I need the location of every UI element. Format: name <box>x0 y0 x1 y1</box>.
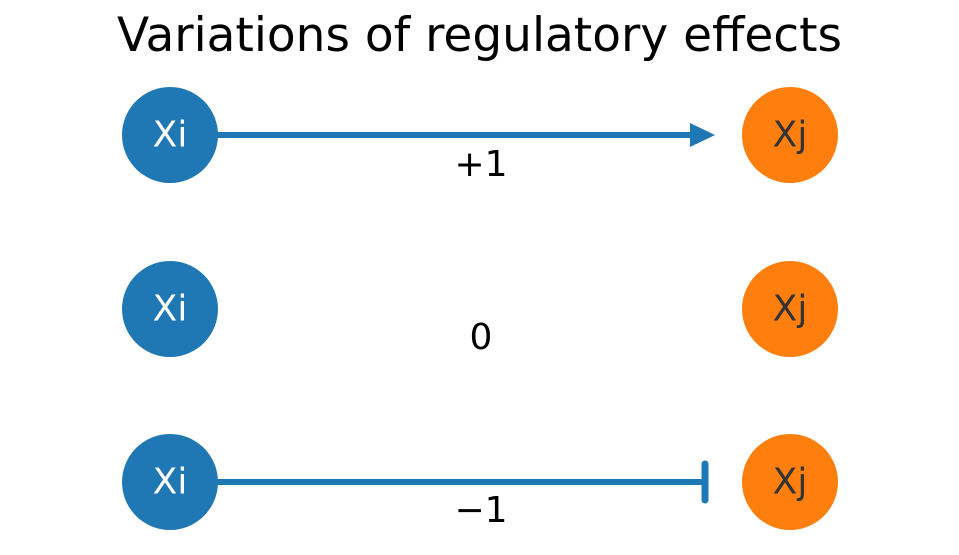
row-inhibition: Xi Xj −1 <box>122 434 838 531</box>
target-node <box>742 434 838 530</box>
source-node <box>122 87 218 183</box>
target-node <box>742 261 838 357</box>
source-node <box>122 434 218 530</box>
source-node-label: Xi <box>153 462 188 503</box>
diagram-title: Variations of regulatory effects <box>116 8 843 63</box>
effect-label-negative: −1 <box>454 490 507 531</box>
activation-arrowhead <box>690 123 715 147</box>
source-node <box>122 261 218 357</box>
source-node-label: Xi <box>153 115 188 156</box>
target-node-label: Xj <box>773 462 808 503</box>
effect-label-zero: 0 <box>470 317 493 358</box>
row-no-effect: Xi Xj 0 <box>122 261 838 358</box>
target-node-label: Xj <box>773 289 808 330</box>
source-node-label: Xi <box>153 289 188 330</box>
row-activation: Xi Xj +1 <box>122 87 838 185</box>
effect-label-positive: +1 <box>454 144 507 185</box>
target-node <box>742 87 838 183</box>
target-node-label: Xj <box>773 115 808 156</box>
